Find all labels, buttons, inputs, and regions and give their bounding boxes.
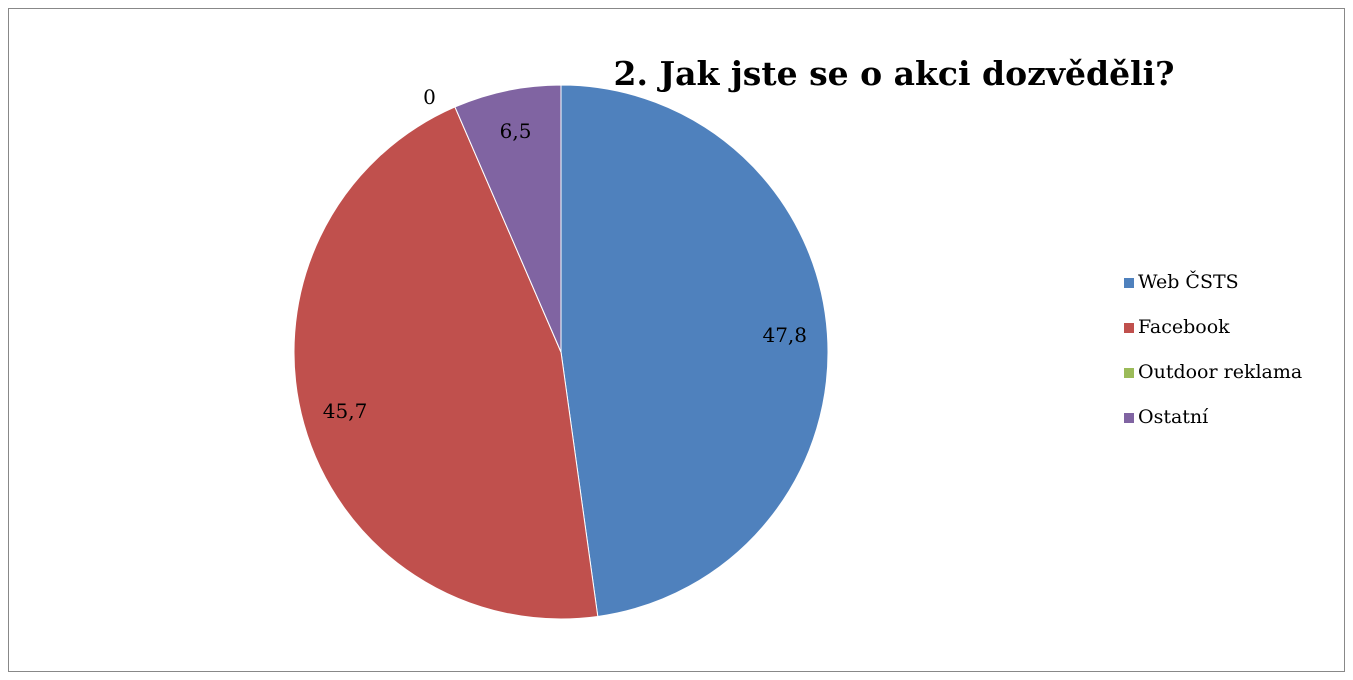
legend-label: Ostatní <box>1138 406 1209 428</box>
legend-label: Outdoor reklama <box>1138 361 1302 383</box>
legend-swatch <box>1124 278 1134 288</box>
legend-swatch <box>1124 413 1134 423</box>
chart-title: 2. Jak jste se o akci dozvěděli? <box>614 54 1175 93</box>
data-label: 0 <box>423 85 436 109</box>
pie-slice <box>454 84 562 353</box>
legend-swatch <box>1124 368 1134 378</box>
data-label: 45,7 <box>323 399 368 423</box>
pie-slice <box>293 106 599 620</box>
legend-label: Web ČSTS <box>1138 270 1239 293</box>
pie-slice <box>560 84 829 618</box>
data-label: 6,5 <box>500 119 532 143</box>
data-label: 47,8 <box>762 323 807 347</box>
legend-swatch <box>1124 323 1134 333</box>
legend-label: Facebook <box>1138 316 1230 338</box>
